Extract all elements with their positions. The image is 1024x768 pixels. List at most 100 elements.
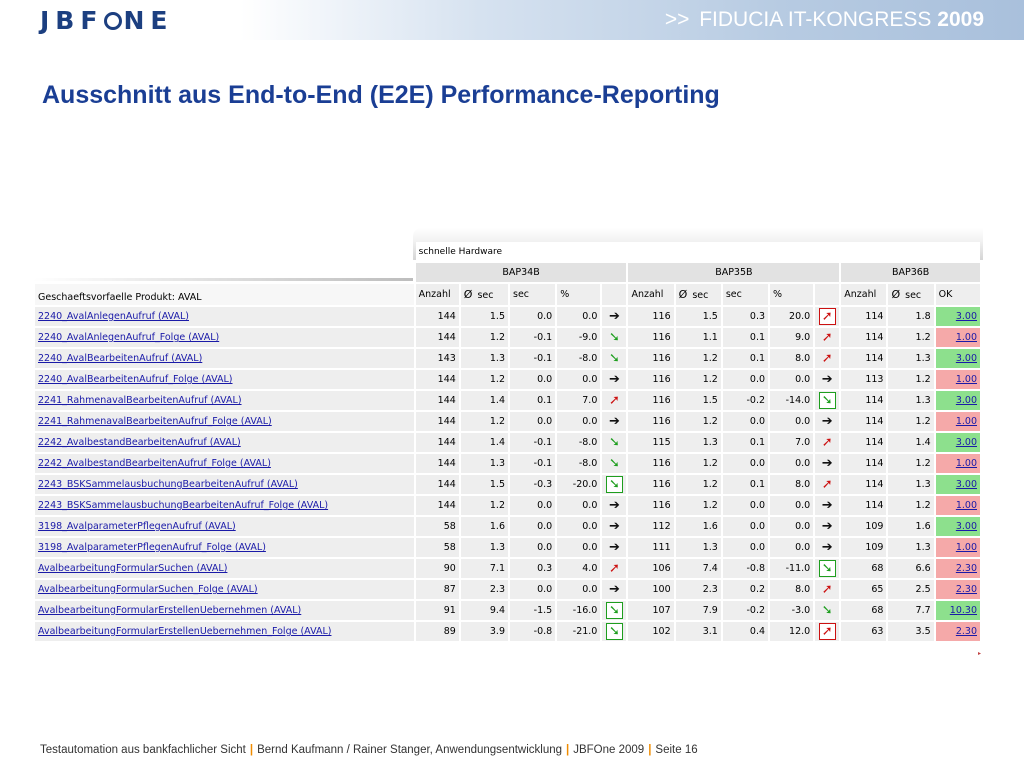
bap35b-anzahl-cell: 102: [628, 622, 674, 641]
bap34b-anzahl-cell: 89: [415, 622, 459, 641]
group-header-bap36b: BAP36B: [841, 263, 980, 282]
bap35b-avg-sec-cell: 1.5: [675, 391, 721, 410]
bap34b-trend-cell: ➘: [602, 433, 627, 452]
ok-threshold-cell: 1.00: [935, 328, 980, 347]
process-link[interactable]: AvalbearbeitungFormularErstellenUeberneh…: [38, 626, 332, 637]
table-row: 2242_AvalbestandBearbeitenAufruf_Folge (…: [35, 454, 980, 473]
ok-threshold-cell: 1.00: [935, 538, 980, 557]
ok-threshold-link[interactable]: 1.00: [955, 416, 977, 427]
row-label-header: Geschaeftsvorfaelle Produkt: AVAL: [35, 284, 414, 305]
process-link[interactable]: 2243_BSKSammelausbuchungBearbeitenAufruf…: [38, 479, 298, 490]
bap35b-avg-sec-cell: 1.1: [675, 328, 721, 347]
header-band: [0, 0, 1024, 40]
table-row: 3198_AvalparameterPflegenAufruf (AVAL) 58…: [35, 517, 980, 536]
bap35b-avg-sec-cell: 1.3: [675, 433, 721, 452]
bap36b-avg-sec-cell: 1.2: [888, 454, 934, 473]
ok-threshold-cell: 2.30: [935, 559, 980, 578]
bap35b-trend-cell: ➔: [815, 496, 840, 515]
bap35b-delta-pct-cell: 20.0: [770, 307, 814, 326]
bap34b-trend-cell: ➔: [602, 517, 627, 536]
ok-threshold-cell: 3.00: [935, 475, 980, 494]
bap34b-anzahl-cell: 144: [415, 475, 459, 494]
bap35b-delta-pct-cell: 0.0: [770, 538, 814, 557]
process-link[interactable]: AvalbearbeitungFormularSuchen_Folge (AVA…: [38, 584, 258, 595]
bap36b-anzahl-cell: 113: [841, 370, 887, 389]
bap34b-delta-sec-cell: -0.1: [510, 349, 556, 368]
ok-threshold-link[interactable]: 1.00: [955, 374, 977, 385]
arrow-right-icon: ➔: [821, 456, 833, 471]
bap34b-avg-sec-cell: 1.2: [460, 328, 508, 347]
process-name-cell: 3198_AvalparameterPflegenAufruf_Folge (A…: [35, 538, 414, 557]
process-name-cell: 3198_AvalparameterPflegenAufruf (AVAL): [35, 517, 414, 536]
bap34b-avg-sec-cell: 1.2: [460, 370, 508, 389]
arrow-right-icon: ➔: [608, 582, 620, 597]
bap34b-avg-sec-cell: 1.2: [460, 496, 508, 515]
process-link[interactable]: 2243_BSKSammelausbuchungBearbeitenAufruf…: [38, 500, 329, 511]
ok-threshold-link[interactable]: 1.00: [955, 500, 977, 511]
ok-threshold-link[interactable]: 3.00: [955, 479, 977, 490]
bap35b-avg-sec-cell: 7.9: [675, 601, 721, 620]
footer-separator: |: [249, 744, 254, 756]
ok-threshold-cell: 3.00: [935, 433, 980, 452]
arrow-right-icon: ➔: [608, 540, 620, 555]
process-link[interactable]: 2240_AvalAnlegenAufruf_Folge (AVAL): [38, 332, 220, 343]
process-link[interactable]: 2242_AvalbestandBearbeitenAufruf (AVAL): [38, 437, 241, 448]
bap34b-anzahl-cell: 144: [415, 412, 459, 431]
process-link[interactable]: 2240_AvalBearbeitenAufruf_Folge (AVAL): [38, 374, 233, 385]
bap34b-trend-cell: ➔: [602, 307, 627, 326]
ok-threshold-link[interactable]: 10.30: [949, 605, 977, 616]
arrow-up-icon: ➚: [818, 623, 836, 640]
ok-threshold-link[interactable]: 2.30: [955, 626, 977, 637]
bap35b-avg-sec-cell: 2.3: [675, 580, 721, 599]
bap34b-avg-sec-cell: 1.4: [460, 433, 508, 452]
col-header-anzahl: Anzahl: [628, 284, 674, 305]
arrow-up-icon: ➚: [821, 330, 833, 345]
ok-threshold-link[interactable]: 1.00: [955, 332, 977, 343]
ok-threshold-link[interactable]: 3.00: [955, 353, 977, 364]
ok-threshold-link[interactable]: 3.00: [955, 521, 977, 532]
ok-threshold-link[interactable]: 2.30: [955, 563, 977, 574]
bap35b-delta-sec-cell: 0.1: [722, 349, 769, 368]
bap34b-delta-pct-cell: 0.0: [557, 370, 601, 389]
process-link[interactable]: 3198_AvalparameterPflegenAufruf (AVAL): [38, 521, 236, 532]
bap36b-anzahl-cell: 114: [841, 391, 887, 410]
bap35b-delta-sec-cell: 0.0: [722, 496, 769, 515]
process-link[interactable]: 2241_RahmenavalBearbeitenAufruf (AVAL): [38, 395, 242, 406]
process-link[interactable]: 2242_AvalbestandBearbeitenAufruf_Folge (…: [38, 458, 271, 469]
bap34b-delta-pct-cell: 0.0: [557, 412, 601, 431]
ok-threshold-link[interactable]: 3.00: [955, 437, 977, 448]
process-link[interactable]: AvalbearbeitungFormularSuchen (AVAL): [38, 563, 228, 574]
process-name-cell: 2242_AvalbestandBearbeitenAufruf_Folge (…: [35, 454, 414, 473]
bap34b-delta-sec-cell: 0.1: [510, 391, 556, 410]
ok-threshold-link[interactable]: 3.00: [955, 311, 977, 322]
bap35b-delta-sec-cell: 0.0: [722, 370, 769, 389]
footer-topic: Testautomation aus bankfachlicher Sicht: [40, 744, 246, 756]
bap35b-delta-pct-cell: 9.0: [770, 328, 814, 347]
process-name-cell: AvalbearbeitungFormularErstellenUeberneh…: [35, 622, 414, 641]
ok-threshold-link[interactable]: 1.00: [955, 458, 977, 469]
congress-year: 2009: [937, 8, 984, 31]
arrow-right-icon: ➔: [821, 540, 833, 555]
congress-banner: >> FIDUCIA IT-KONGRESS 2009: [665, 8, 984, 32]
process-link[interactable]: AvalbearbeitungFormularErstellenUeberneh…: [38, 605, 302, 616]
avg-symbol: Ø: [463, 288, 473, 301]
process-link[interactable]: 2241_RahmenavalBearbeitenAufruf_Folge (A…: [38, 416, 272, 427]
bap36b-anzahl-cell: 109: [841, 517, 887, 536]
bap35b-trend-cell: ➔: [815, 454, 840, 473]
arrow-down-icon: ➘: [608, 456, 620, 471]
ok-threshold-link[interactable]: 1.00: [955, 542, 977, 553]
process-link[interactable]: 2240_AvalAnlegenAufruf (AVAL): [38, 311, 189, 322]
ok-threshold-link[interactable]: 3.00: [955, 395, 977, 406]
bap34b-anzahl-cell: 91: [415, 601, 459, 620]
bap34b-avg-sec-cell: 9.4: [460, 601, 508, 620]
bap36b-anzahl-cell: 65: [841, 580, 887, 599]
process-link[interactable]: 2240_AvalBearbeitenAufruf (AVAL): [38, 353, 203, 364]
bap35b-delta-sec-cell: 0.1: [722, 328, 769, 347]
bap35b-delta-pct-cell: 8.0: [770, 580, 814, 599]
arrow-down-icon: ➘: [608, 330, 620, 345]
process-link[interactable]: 3198_AvalparameterPflegenAufruf_Folge (A…: [38, 542, 266, 553]
bap35b-avg-sec-cell: 1.5: [675, 307, 721, 326]
ok-threshold-link[interactable]: 2.30: [955, 584, 977, 595]
bap34b-delta-pct-cell: -20.0: [557, 475, 601, 494]
bap34b-anzahl-cell: 144: [415, 391, 459, 410]
